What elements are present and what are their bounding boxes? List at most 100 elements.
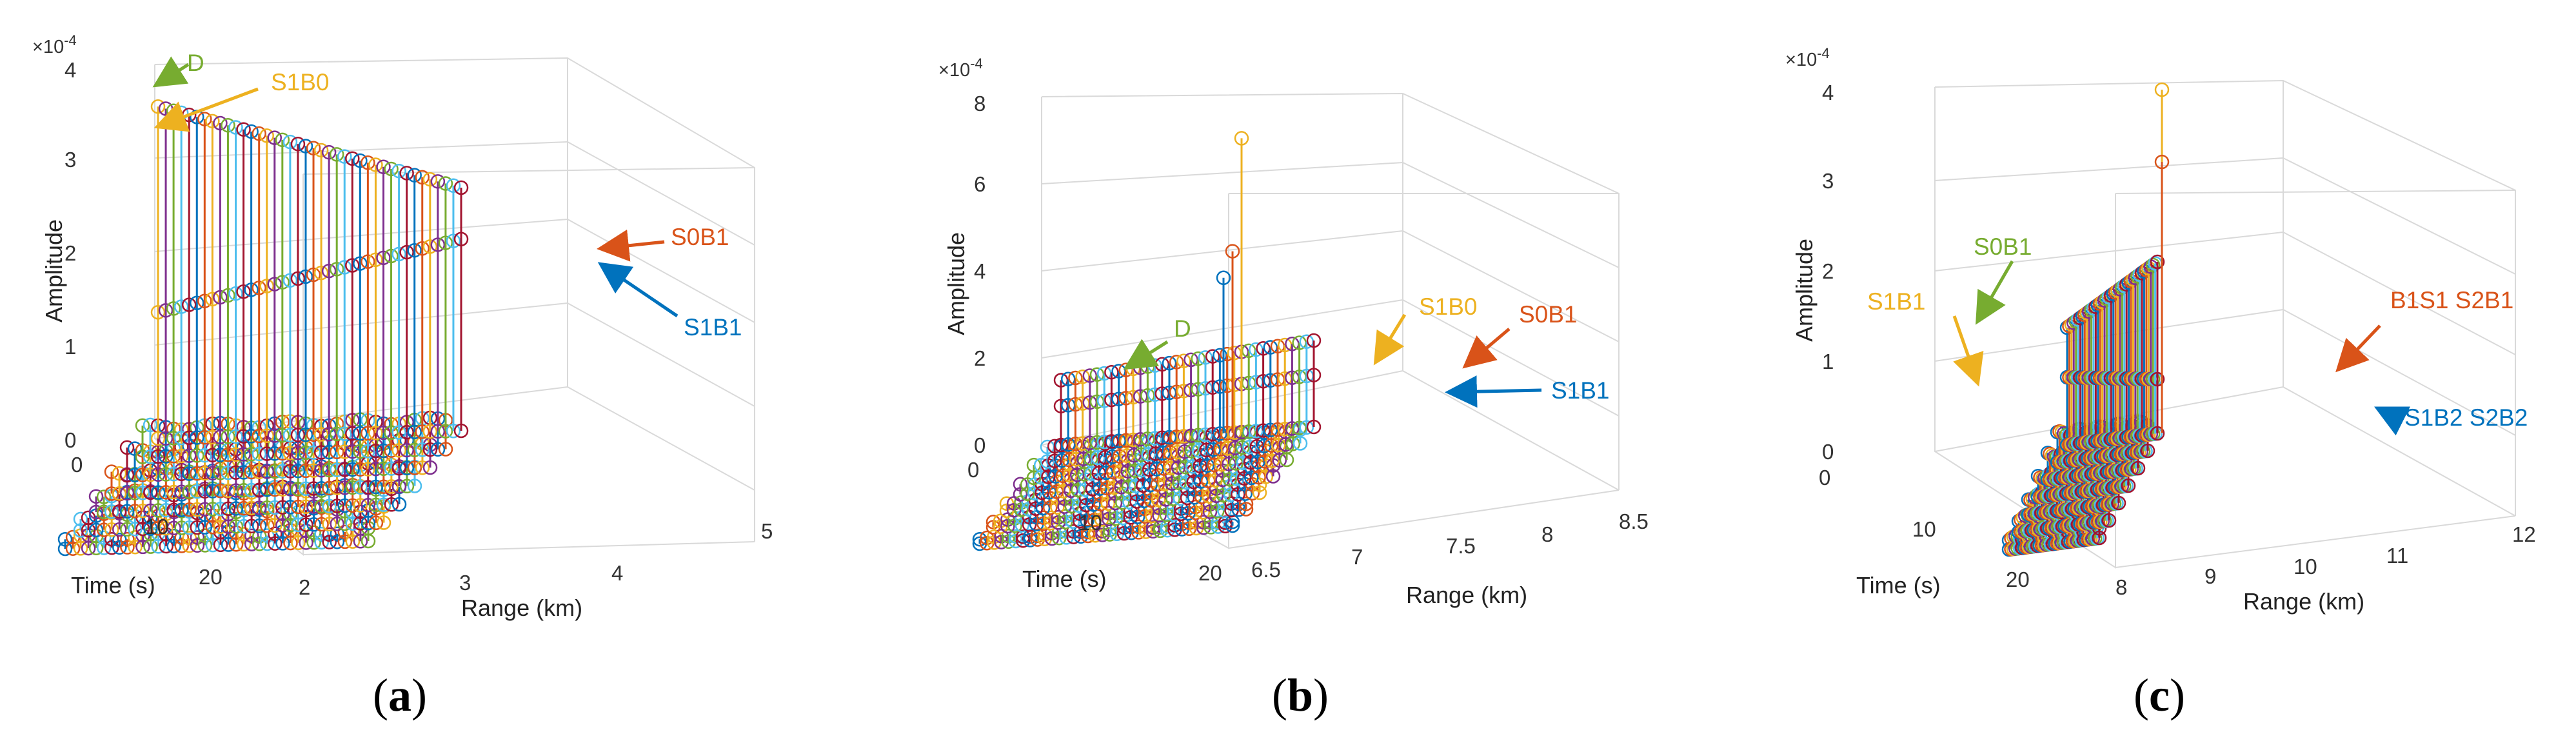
stem-marker xyxy=(205,114,220,129)
stem-marker xyxy=(1205,426,1220,442)
stem-marker xyxy=(368,252,383,268)
stem-marker xyxy=(275,464,290,479)
stem-marker xyxy=(299,535,313,550)
stem-marker xyxy=(430,442,446,457)
stem-marker xyxy=(1236,471,1252,486)
stem-marker xyxy=(322,480,337,496)
y-axis-label: Time (s) xyxy=(1022,566,1107,592)
stem-marker xyxy=(1235,440,1250,455)
stem-marker xyxy=(1163,445,1178,460)
stem-marker xyxy=(438,424,453,439)
y-tick-labels: 0 10 20 xyxy=(71,453,223,589)
stem-marker xyxy=(275,500,290,515)
stem-marker xyxy=(2150,426,2165,441)
y-tick: 20 xyxy=(1198,561,1222,585)
stem-marker xyxy=(314,480,329,496)
stem-marker xyxy=(275,132,290,148)
stem-marker xyxy=(221,447,235,462)
stem-marker xyxy=(330,499,344,513)
stem-marker xyxy=(1236,455,1251,471)
stem-marker xyxy=(1179,475,1194,490)
stem-marker xyxy=(322,527,337,542)
stem-marker xyxy=(73,523,88,538)
stem-marker xyxy=(166,528,181,544)
stem-marker xyxy=(252,281,266,295)
stem-marker xyxy=(1066,529,1081,544)
stem-marker xyxy=(361,515,376,531)
stem-marker xyxy=(151,503,166,518)
stem-marker xyxy=(2150,371,2165,387)
stem-marker xyxy=(1055,468,1071,484)
stem-marker xyxy=(1187,489,1202,505)
stem-marker xyxy=(321,263,337,279)
stem-marker xyxy=(1111,433,1126,448)
stem-marker xyxy=(252,126,266,141)
stem-marker xyxy=(1191,443,1207,458)
stem-marker xyxy=(259,500,275,515)
stem-marker xyxy=(1091,466,1107,481)
annotations: D S1B0 S0B1 S1B1 xyxy=(152,50,742,341)
stem-marker xyxy=(345,462,360,477)
stem-plot xyxy=(2001,82,2170,557)
stem-marker xyxy=(190,520,205,535)
stem-marker xyxy=(1030,532,1045,547)
stem-marker xyxy=(182,520,197,535)
stem-marker xyxy=(150,305,166,320)
stem-marker xyxy=(1207,457,1222,473)
stem-marker xyxy=(1055,453,1069,468)
stem-marker xyxy=(391,425,406,440)
stem-marker xyxy=(1089,435,1105,450)
stem-marker xyxy=(1013,487,1028,502)
stem-marker xyxy=(1150,477,1165,492)
stem-marker xyxy=(430,424,446,439)
stem-marker xyxy=(73,511,88,527)
stem-marker xyxy=(345,534,361,549)
stem-marker xyxy=(1062,468,1078,483)
stem-marker xyxy=(1141,447,1156,462)
stem-marker xyxy=(368,157,383,172)
stem-marker xyxy=(314,499,329,514)
stem-marker xyxy=(1131,525,1146,540)
stem-marker xyxy=(236,465,252,480)
y-axis-label: Time (s) xyxy=(1856,572,1941,598)
stem-marker xyxy=(205,502,221,517)
stem-marker xyxy=(353,426,368,441)
stem-marker xyxy=(135,486,150,500)
stem-marker xyxy=(306,427,321,442)
z-tick: 1 xyxy=(1822,350,1834,373)
stem-marker xyxy=(376,497,391,512)
stem-marker xyxy=(1285,437,1301,451)
stem-marker xyxy=(173,299,189,314)
stem-marker xyxy=(361,426,375,440)
stem-marker xyxy=(1169,429,1184,444)
stem-marker xyxy=(1208,473,1223,488)
stem-marker xyxy=(228,447,243,462)
stem-marker xyxy=(282,273,298,288)
stem-marker xyxy=(399,244,414,260)
z-exponent: ×10-4 xyxy=(938,55,983,81)
stem-marker xyxy=(1122,495,1137,509)
stem-marker xyxy=(1066,524,1081,539)
stem-marker xyxy=(96,489,112,504)
z-tick: 1 xyxy=(64,335,76,359)
stem-marker xyxy=(1062,452,1076,468)
stem-marker xyxy=(1238,497,1254,511)
annotation-label: S1B0 xyxy=(1419,293,1478,320)
stem-marker xyxy=(1134,447,1149,462)
stem-marker xyxy=(1060,437,1076,452)
stem-marker xyxy=(104,540,119,555)
annotation-label: D xyxy=(187,50,204,76)
stem-marker xyxy=(81,522,96,538)
stem-marker xyxy=(384,161,399,177)
stem-marker xyxy=(1157,477,1173,491)
stem-marker xyxy=(361,533,376,549)
stem-marker xyxy=(1085,482,1100,497)
stem-marker xyxy=(174,538,190,553)
y-tick-labels: 0 10 20 xyxy=(1819,466,2030,591)
stem-marker xyxy=(415,241,430,256)
stem-marker xyxy=(182,448,197,463)
peak-marker xyxy=(1216,270,1231,286)
stem-marker xyxy=(228,519,244,534)
stem-marker xyxy=(205,520,221,535)
stem-marker xyxy=(1244,470,1259,486)
